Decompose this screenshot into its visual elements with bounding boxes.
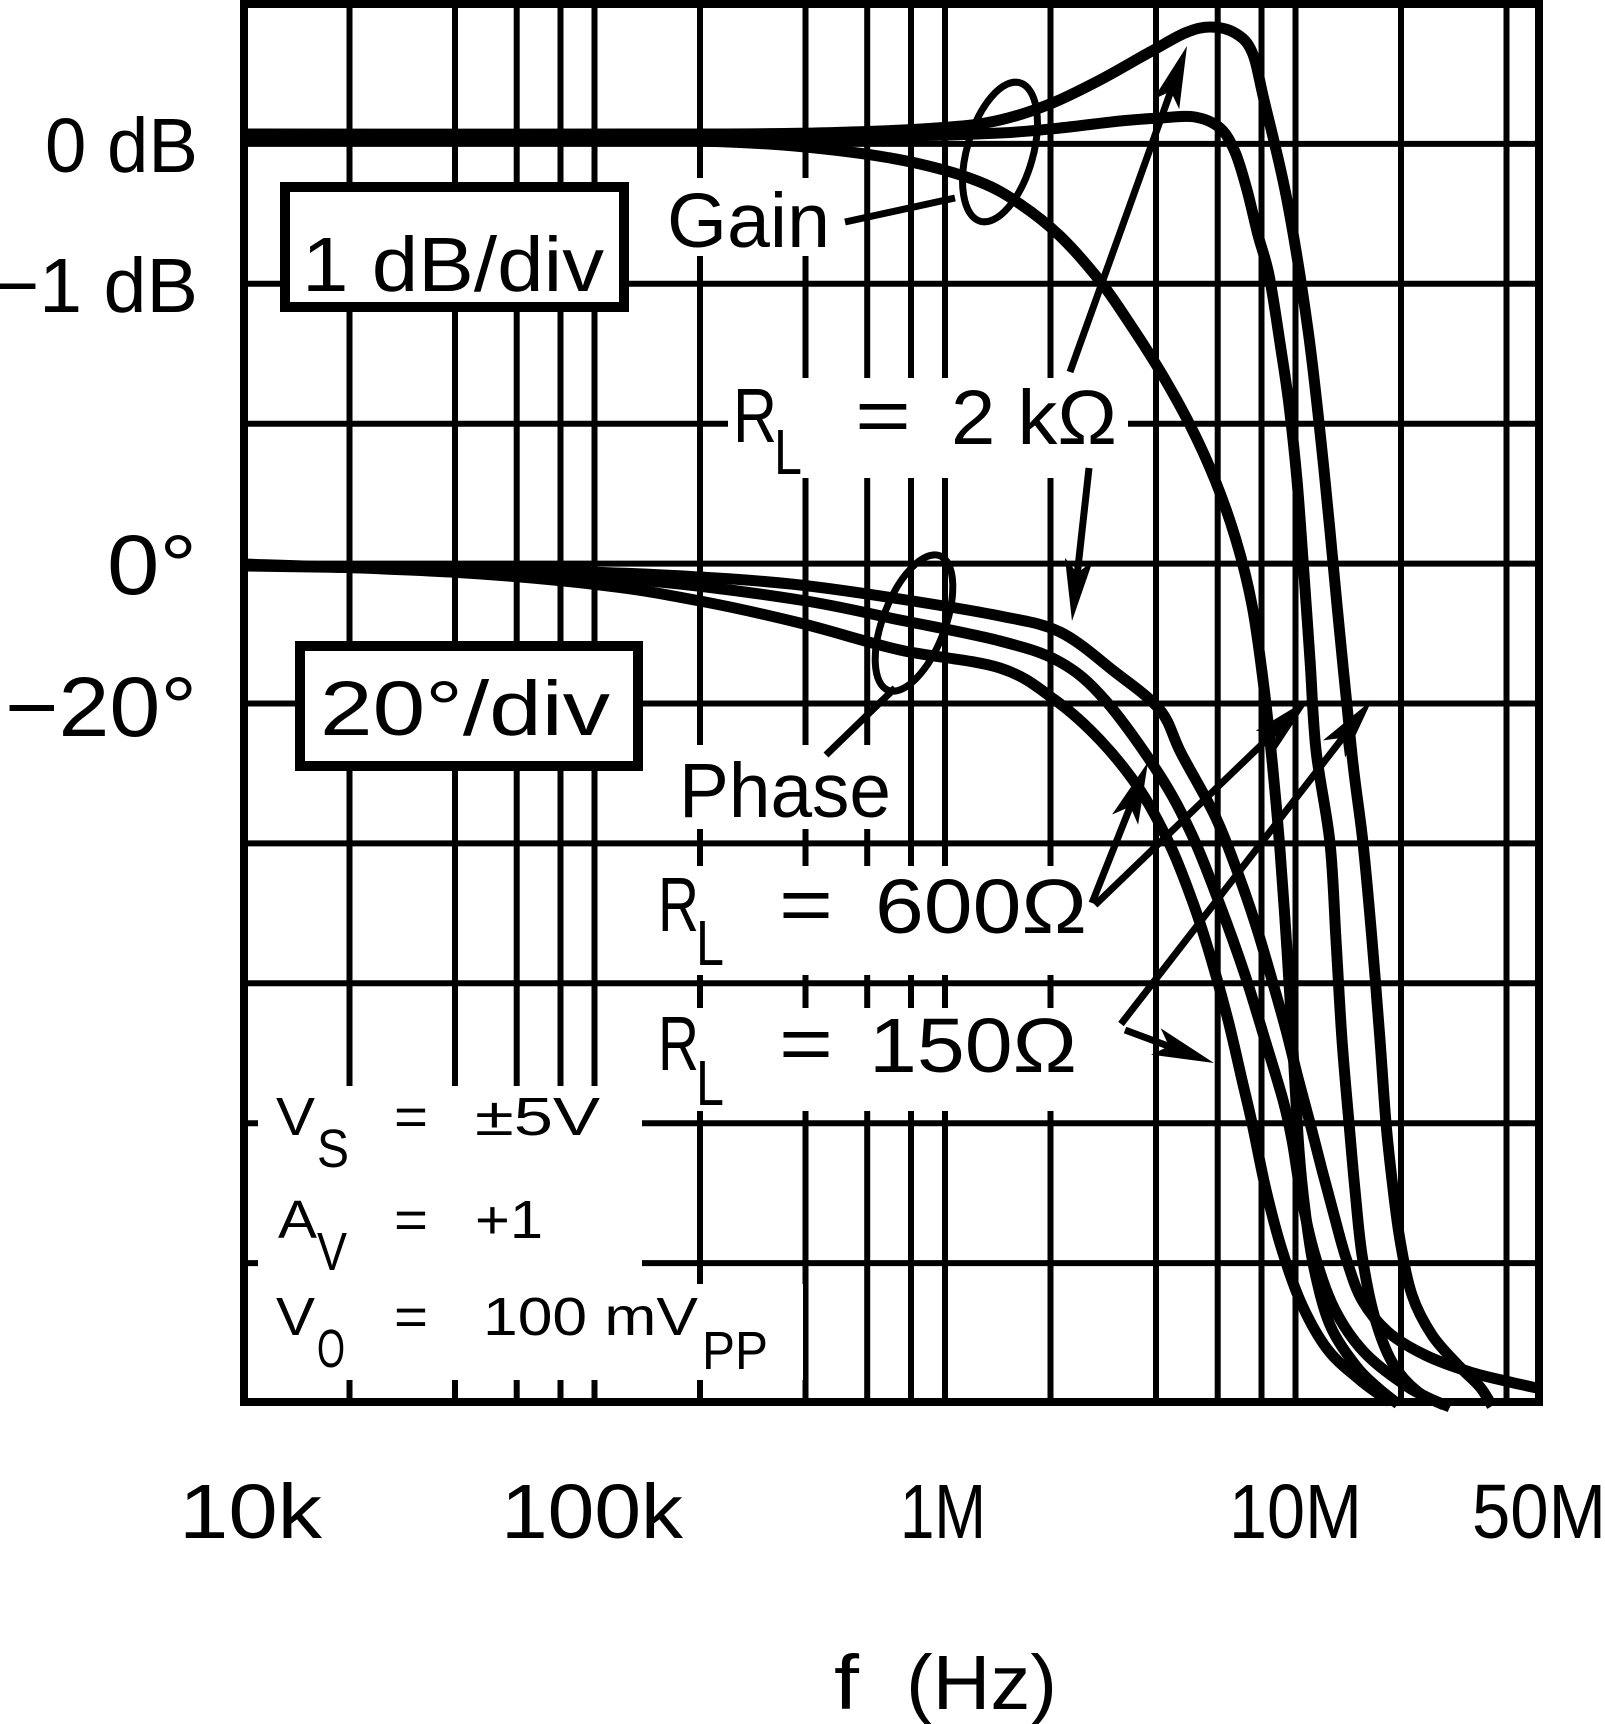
svg-text:50M: 50M xyxy=(1472,1469,1605,1555)
svg-text:1 dB/div: 1 dB/div xyxy=(302,222,605,308)
svg-text:S: S xyxy=(317,1119,349,1179)
svg-text:f: f xyxy=(834,1640,860,1724)
svg-text:=: = xyxy=(394,1087,428,1147)
svg-text:Gain: Gain xyxy=(667,178,830,264)
svg-text:R: R xyxy=(733,373,777,459)
svg-text:V: V xyxy=(276,1087,315,1147)
svg-text:V: V xyxy=(276,1287,315,1347)
svg-text:L: L xyxy=(696,907,724,979)
svg-text:A: A xyxy=(278,1190,317,1250)
svg-text:100k: 100k xyxy=(501,1469,684,1555)
svg-text:=: = xyxy=(394,1287,428,1347)
svg-text:0 dB: 0 dB xyxy=(45,103,198,189)
svg-text:V: V xyxy=(317,1222,347,1282)
svg-text:+1: +1 xyxy=(475,1190,543,1250)
svg-text:2 kΩ: 2 kΩ xyxy=(951,375,1117,461)
svg-text:±5V: ±5V xyxy=(475,1087,600,1147)
svg-text:(Hz): (Hz) xyxy=(906,1640,1057,1724)
svg-text:−20°: −20° xyxy=(5,660,197,754)
svg-text:PP: PP xyxy=(702,1321,768,1381)
svg-text:R: R xyxy=(658,862,699,948)
svg-text:=: = xyxy=(779,862,833,948)
svg-text:20°/div: 20°/div xyxy=(320,666,611,752)
svg-text:0°: 0° xyxy=(107,518,197,612)
svg-text:R: R xyxy=(658,1001,699,1087)
svg-text:−1 dB: −1 dB xyxy=(0,243,198,329)
svg-text:L: L xyxy=(696,1047,724,1119)
svg-text:O: O xyxy=(317,1319,345,1379)
svg-text:=: = xyxy=(855,373,911,459)
svg-text:100 mV: 100 mV xyxy=(483,1287,698,1347)
svg-text:=: = xyxy=(779,1001,833,1087)
svg-text:10k: 10k xyxy=(179,1469,323,1555)
svg-text:150Ω: 150Ω xyxy=(869,1003,1077,1089)
svg-text:1M: 1M xyxy=(900,1469,986,1555)
svg-text:L: L xyxy=(774,416,802,488)
svg-text:=: = xyxy=(394,1190,428,1250)
svg-text:600Ω: 600Ω xyxy=(875,864,1087,950)
svg-text:10M: 10M xyxy=(1229,1469,1362,1555)
svg-text:Phase: Phase xyxy=(679,748,891,834)
